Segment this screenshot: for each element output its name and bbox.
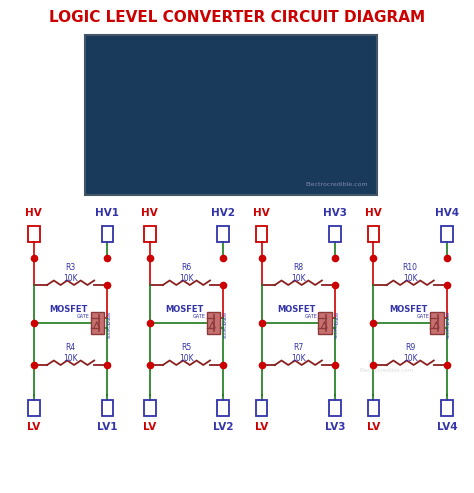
Text: DRAIN: DRAIN bbox=[335, 312, 339, 324]
Bar bbox=[144, 226, 155, 242]
Text: Electrocredible.com: Electrocredible.com bbox=[360, 367, 414, 373]
Text: LV: LV bbox=[255, 422, 268, 432]
Text: SOURCE: SOURCE bbox=[447, 321, 451, 339]
Text: R6
10K: R6 10K bbox=[179, 263, 194, 282]
Bar bbox=[430, 312, 444, 334]
Bar bbox=[441, 400, 453, 416]
Text: DRAIN: DRAIN bbox=[447, 312, 451, 324]
Text: HV2: HV2 bbox=[211, 208, 235, 218]
Bar bbox=[329, 226, 341, 242]
Text: HV: HV bbox=[253, 208, 270, 218]
Bar bbox=[218, 226, 229, 242]
Text: SOURCE: SOURCE bbox=[223, 321, 227, 339]
Text: LV2: LV2 bbox=[213, 422, 234, 432]
Bar bbox=[85, 35, 377, 195]
Text: HV1: HV1 bbox=[95, 208, 119, 218]
Text: GATE: GATE bbox=[77, 315, 90, 319]
Text: LV: LV bbox=[367, 422, 380, 432]
Bar bbox=[28, 226, 40, 242]
Bar bbox=[255, 226, 267, 242]
Text: HV: HV bbox=[365, 208, 382, 218]
Text: LV: LV bbox=[143, 422, 156, 432]
Bar bbox=[441, 226, 453, 242]
Bar bbox=[207, 312, 220, 334]
Text: R7
10K: R7 10K bbox=[291, 343, 306, 363]
Text: R10
10K: R10 10K bbox=[403, 263, 418, 282]
Text: MOSFET: MOSFET bbox=[49, 305, 88, 314]
Bar bbox=[28, 400, 40, 416]
Text: HV: HV bbox=[26, 208, 42, 218]
Text: LV4: LV4 bbox=[437, 422, 457, 432]
Text: LV1: LV1 bbox=[97, 422, 118, 432]
Text: GATE: GATE bbox=[417, 315, 429, 319]
Bar bbox=[367, 226, 379, 242]
Text: DRAIN: DRAIN bbox=[223, 312, 227, 324]
Text: Electrocredible.com: Electrocredible.com bbox=[305, 182, 367, 187]
Text: HV: HV bbox=[141, 208, 158, 218]
Text: SOURCE: SOURCE bbox=[108, 321, 111, 339]
Bar bbox=[101, 400, 113, 416]
Bar bbox=[144, 400, 155, 416]
Text: DRAIN: DRAIN bbox=[108, 312, 111, 324]
Text: GATE: GATE bbox=[305, 315, 318, 319]
Bar bbox=[319, 312, 332, 334]
Bar bbox=[367, 400, 379, 416]
Bar bbox=[101, 226, 113, 242]
Text: MOSFET: MOSFET bbox=[389, 305, 428, 314]
Text: R5
10K: R5 10K bbox=[179, 343, 194, 363]
Text: HV3: HV3 bbox=[323, 208, 347, 218]
Bar bbox=[218, 400, 229, 416]
Text: R4
10K: R4 10K bbox=[64, 343, 78, 363]
Text: LOGIC LEVEL CONVERTER CIRCUIT DIAGRAM: LOGIC LEVEL CONVERTER CIRCUIT DIAGRAM bbox=[49, 10, 425, 26]
Text: GATE: GATE bbox=[193, 315, 206, 319]
Text: HV4: HV4 bbox=[435, 208, 459, 218]
Bar bbox=[255, 400, 267, 416]
Text: R3
10K: R3 10K bbox=[64, 263, 78, 282]
Bar bbox=[329, 400, 341, 416]
Text: R8
10K: R8 10K bbox=[291, 263, 306, 282]
Text: LV: LV bbox=[27, 422, 40, 432]
Text: R9
10K: R9 10K bbox=[403, 343, 418, 363]
Text: MOSFET: MOSFET bbox=[165, 305, 204, 314]
Text: SOURCE: SOURCE bbox=[335, 321, 339, 339]
Bar bbox=[91, 312, 104, 334]
Text: MOSFET: MOSFET bbox=[277, 305, 316, 314]
Text: LV3: LV3 bbox=[325, 422, 346, 432]
